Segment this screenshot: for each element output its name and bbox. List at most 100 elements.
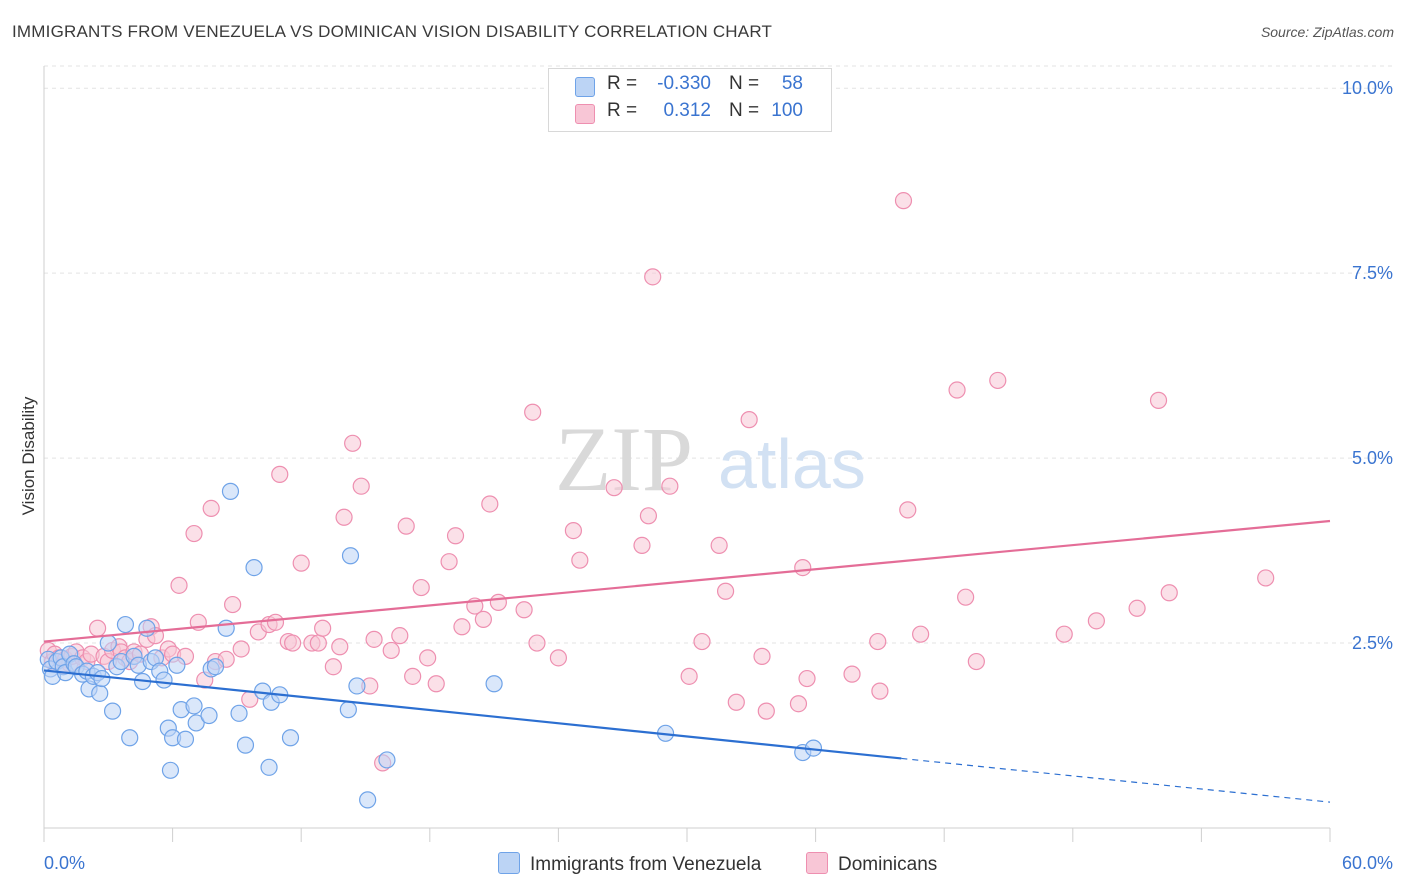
data-point-dominicans — [446, 527, 465, 545]
data-point-dominicans — [489, 593, 507, 611]
data-point-venezuela — [359, 791, 377, 809]
data-point-dominicans — [794, 558, 812, 577]
axes — [43, 66, 1331, 842]
data-point-dominicans — [871, 682, 889, 700]
data-point-dominicans — [397, 517, 415, 535]
legend-swatch-blue — [575, 77, 595, 97]
data-point-dominicans — [335, 508, 353, 526]
data-point-venezuela — [378, 751, 396, 769]
data-point-dominicans — [232, 640, 250, 658]
data-point-dominicans — [753, 647, 771, 665]
data-point-dominicans — [419, 649, 437, 667]
trend-lines — [43, 519, 1331, 803]
legend-label-dominicans: Dominicans — [838, 854, 938, 875]
data-point-venezuela — [91, 684, 109, 702]
legend-row-dominicans: R = 0.312 N = 100 — [549, 100, 831, 126]
legend-n-label: N = — [729, 73, 760, 94]
trend-line-venezuela-extension — [901, 757, 1331, 803]
data-point-dominicans — [453, 618, 471, 636]
data-point-dominicans — [1149, 391, 1168, 409]
watermark: ZIP atlas — [555, 408, 866, 510]
watermark-zip: ZIP — [555, 408, 693, 510]
data-point-dominicans — [680, 667, 698, 685]
data-point-dominicans — [352, 477, 370, 495]
data-point-dominicans — [798, 669, 816, 688]
legend-label-venezuela: Immigrants from Venezuela — [530, 854, 762, 875]
data-point-dominicans — [365, 630, 383, 648]
data-point-venezuela — [93, 669, 111, 688]
data-point-dominicans — [948, 381, 966, 399]
y-tick-label: 2.5% — [1352, 633, 1393, 653]
data-point-venezuela — [260, 758, 278, 776]
data-point-dominicans — [1087, 612, 1105, 630]
legend-swatch-blue — [498, 852, 520, 874]
data-point-dominicans — [440, 553, 458, 571]
data-point-venezuela — [281, 729, 300, 747]
data-point-dominicans — [710, 536, 728, 554]
x-tick-labels: 0.0% 60.0% — [44, 853, 1393, 873]
data-point-dominicans — [185, 524, 203, 543]
data-point-dominicans — [912, 625, 930, 643]
data-point-dominicans — [564, 521, 583, 540]
legend-swatch-pink — [806, 852, 828, 874]
data-point-dominicans — [661, 477, 679, 495]
data-point-venezuela — [236, 736, 255, 754]
legend-item-dominicans: Dominicans — [806, 852, 937, 876]
data-point-dominicans — [202, 499, 220, 518]
data-point-dominicans — [266, 613, 285, 631]
data-point-dominicans — [1257, 569, 1275, 587]
data-point-venezuela — [168, 656, 186, 674]
data-point-dominicans — [391, 627, 409, 645]
data-point-dominicans — [549, 649, 568, 667]
data-point-dominicans — [331, 638, 349, 656]
x-tick-label: 0.0% — [44, 853, 85, 873]
data-point-venezuela — [339, 701, 357, 719]
data-point-dominicans — [284, 634, 302, 652]
data-point-dominicans — [869, 632, 887, 651]
data-point-venezuela — [221, 482, 240, 500]
data-point-venezuela — [116, 615, 135, 634]
data-point-dominicans — [644, 268, 662, 286]
data-point-venezuela — [185, 697, 203, 715]
data-point-dominicans — [324, 658, 342, 676]
trend-line-dominicans — [43, 519, 1331, 643]
legend-n-value: 100 — [771, 100, 803, 121]
data-point-dominicans — [1055, 625, 1073, 643]
correlation-legend: R = -0.330 N = 58 R = 0.312 N = 100 — [548, 68, 832, 132]
data-point-dominicans — [474, 610, 492, 628]
legend-swatch-pink — [575, 104, 595, 124]
data-point-dominicans — [899, 501, 917, 519]
data-point-venezuela — [485, 675, 503, 693]
data-point-dominicans — [382, 641, 400, 660]
data-point-dominicans — [481, 495, 499, 513]
data-point-dominicans — [571, 551, 589, 569]
data-point-venezuela — [230, 704, 248, 722]
data-point-dominicans — [789, 695, 808, 713]
data-point-dominicans — [292, 554, 310, 572]
data-point-dominicans — [224, 595, 242, 614]
data-point-dominicans — [693, 632, 711, 651]
data-point-venezuela — [155, 671, 173, 689]
legend-r-label: R = — [607, 100, 638, 121]
legend-row-venezuela: R = -0.330 N = 58 — [549, 73, 831, 99]
legend-item-venezuela: Immigrants from Venezuela — [498, 852, 761, 876]
data-point-dominicans — [989, 371, 1007, 390]
data-point-dominicans — [716, 582, 735, 600]
legend-r-value: 0.312 — [663, 100, 711, 121]
data-point-venezuela — [176, 730, 195, 748]
data-point-dominicans — [843, 665, 861, 683]
x-tick-label: 60.0% — [1342, 853, 1393, 873]
data-point-venezuela — [200, 706, 218, 725]
data-point-dominicans — [957, 588, 975, 606]
y-tick-label: 7.5% — [1352, 263, 1393, 283]
data-point-dominicans — [967, 652, 985, 671]
watermark-atlas: atlas — [718, 425, 866, 503]
data-point-dominicans — [344, 434, 362, 452]
data-point-venezuela — [121, 729, 139, 747]
data-point-dominicans — [757, 702, 775, 720]
data-point-dominicans — [271, 465, 289, 483]
data-point-dominicans — [639, 507, 658, 525]
data-point-dominicans — [1160, 584, 1178, 602]
legend-r-value: -0.330 — [657, 73, 711, 94]
